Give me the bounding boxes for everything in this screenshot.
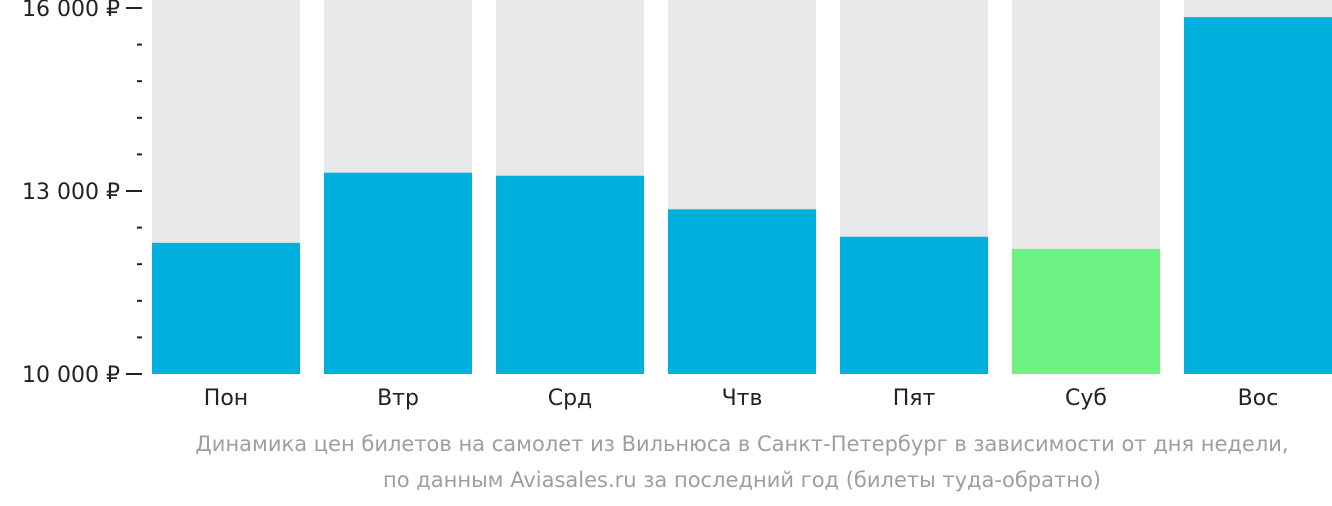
y-tick-label: 16 000 ₽ <box>22 0 120 22</box>
bar-5 <box>840 236 988 374</box>
bar-2 <box>324 172 472 374</box>
x-axis-labels: Пон Втр Срд Чтв Пят Суб Вос <box>204 386 1279 411</box>
bar-3 <box>496 175 644 374</box>
chart-caption-line-2: по данным Aviasales.ru за последний год … <box>383 468 1101 492</box>
x-tick-label: Пят <box>893 386 936 411</box>
bar-4 <box>668 209 816 374</box>
bar-1 <box>152 242 300 374</box>
x-tick-label: Вос <box>1238 386 1279 411</box>
x-tick-label: Чтв <box>722 386 763 411</box>
x-tick-label: Пон <box>204 386 248 411</box>
bar-6 <box>1012 248 1160 374</box>
y-tick-label: 10 000 ₽ <box>22 363 120 388</box>
y-axis: 16 000 ₽ 13 000 ₽ 10 000 ₽ <box>22 0 142 388</box>
x-tick-label: Втр <box>377 386 419 411</box>
x-tick-label: Срд <box>548 386 593 411</box>
x-tick-label: Суб <box>1065 386 1107 411</box>
y-tick-label: 13 000 ₽ <box>22 180 120 205</box>
chart-caption-line-1: Динамика цен билетов на самолет из Вильн… <box>195 432 1289 456</box>
bar-7 <box>1184 17 1332 375</box>
bars-group <box>152 0 1332 375</box>
